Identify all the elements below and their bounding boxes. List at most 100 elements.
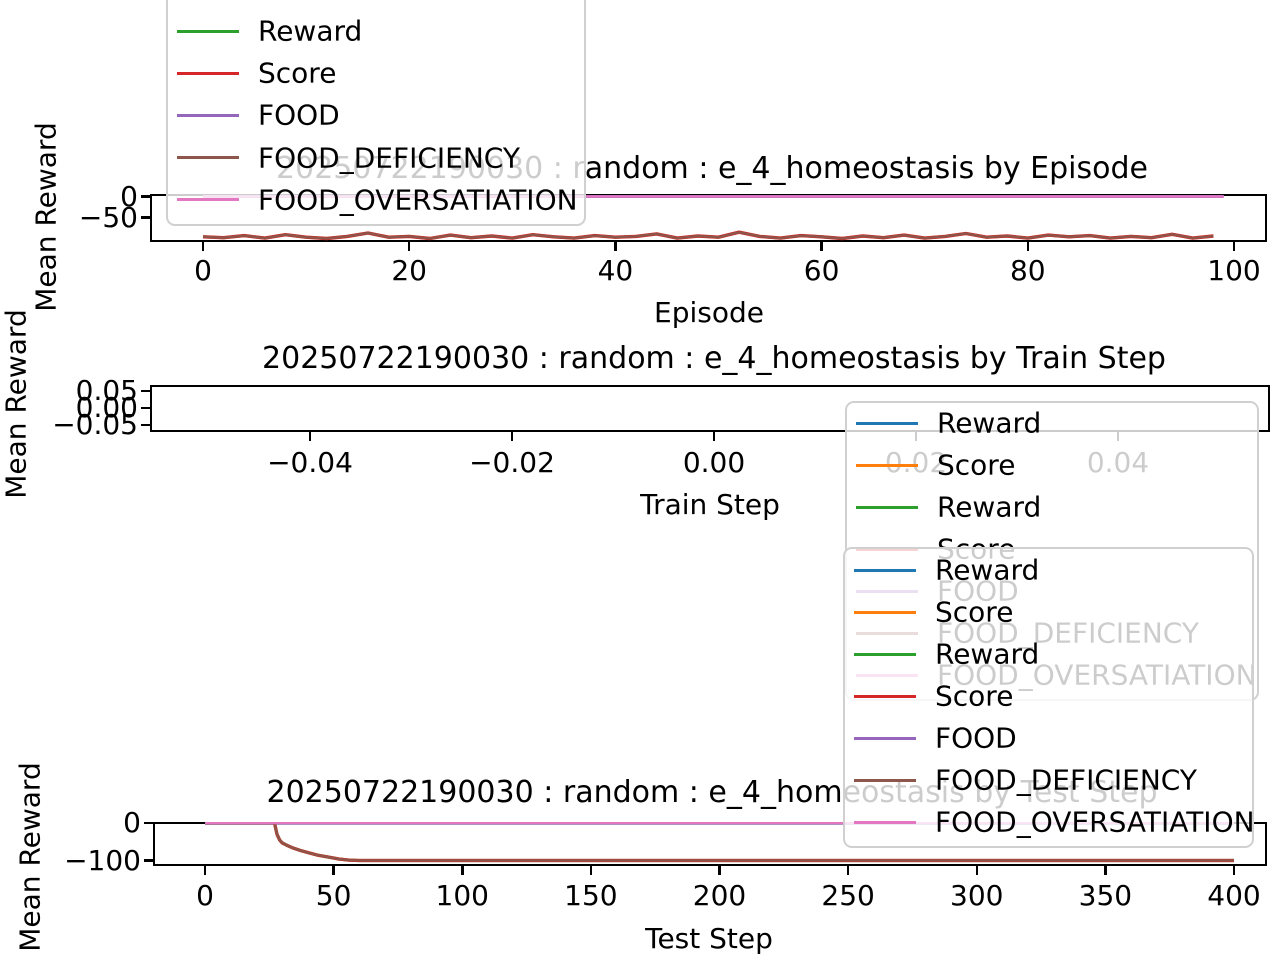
x-tick-label: 200 xyxy=(692,879,747,912)
x-tick-label: 150 xyxy=(564,879,618,912)
legend-swatch-orange xyxy=(854,610,916,614)
y-tick-mark xyxy=(144,859,153,862)
legend-entry-label: FOOD_OVERSATIATION xyxy=(935,805,1255,839)
legend-entry-label: FOOD_DEFICIENCY xyxy=(937,616,1199,650)
legend-swatch-purple xyxy=(856,589,918,593)
y-tick-mark xyxy=(144,821,153,825)
y-tick-label: 0.00 xyxy=(75,391,138,424)
series-line-food_deficiency xyxy=(202,231,1214,240)
x-tick-label: 20 xyxy=(391,254,428,287)
episode-plot-area xyxy=(150,194,1267,242)
test-step-legend: Reward Score Reward Score FOOD FOOD_DEFICIENC… xyxy=(843,547,1255,848)
x-tick-mark xyxy=(1232,866,1236,875)
legend-swatch-pink xyxy=(856,673,918,677)
x-tick-label: 300 xyxy=(950,879,1004,912)
train-step-plot-area xyxy=(150,385,1270,432)
legend-entry-label: FOOD_OVERSATIATION xyxy=(937,658,1257,692)
test-step-y-axis-label: Mean Reward xyxy=(13,762,47,952)
x-tick-mark xyxy=(914,432,918,441)
legend-swatch-brown xyxy=(177,156,239,160)
x-tick-label: 60 xyxy=(803,254,840,287)
x-tick-label: 400 xyxy=(1207,879,1261,912)
x-tick-mark xyxy=(589,866,593,875)
x-tick-label: −0.02 xyxy=(469,446,555,479)
legend-entry-label: Reward xyxy=(935,637,1040,671)
x-tick-mark xyxy=(1232,242,1236,251)
legend-swatch-brown xyxy=(856,631,918,635)
legend-swatch-purple xyxy=(854,736,916,740)
x-tick-label: 0.00 xyxy=(682,446,746,479)
legend-swatch-red xyxy=(854,694,916,698)
train-step-y-axis-label: Mean Reward xyxy=(0,309,33,499)
x-tick-mark xyxy=(975,866,978,875)
episode-chart-title: 20250722190030 : random : e_4_homeostasi… xyxy=(276,151,1148,186)
series-line-score xyxy=(202,230,1214,241)
legend-entry-label: Score xyxy=(935,595,1014,629)
legend-entry-label: FOOD xyxy=(935,721,1017,755)
episode-chart-lines xyxy=(202,195,1224,241)
legend-swatch-purple xyxy=(177,113,239,117)
series-line-reward xyxy=(202,230,1214,240)
legend-swatch-green xyxy=(854,652,916,656)
x-tick-label: 0 xyxy=(196,879,214,912)
y-tick-label: −100 xyxy=(64,843,141,877)
legend-entry-label: FOOD xyxy=(937,574,1019,608)
x-tick-label: 100 xyxy=(435,879,489,912)
legend-swatch-blue xyxy=(856,421,918,425)
x-tick-mark xyxy=(201,242,205,251)
y-tick-label: −50 xyxy=(78,200,138,234)
series-line-food_deficiency xyxy=(205,822,1234,862)
x-tick-label: 250 xyxy=(821,879,875,912)
legend-swatch-pink xyxy=(177,198,239,202)
legend-swatch-pink xyxy=(854,820,916,824)
legend-swatch-red xyxy=(856,547,918,551)
x-tick-mark xyxy=(820,242,823,251)
legend-entry-label: Reward xyxy=(258,14,363,48)
x-tick-label: 0.04 xyxy=(1086,446,1150,479)
test-step-chart-title: 20250722190030 : random : e_4_homeostasi… xyxy=(266,775,1158,810)
legend-entry-label: Reward xyxy=(937,406,1042,440)
y-tick-mark xyxy=(141,389,150,393)
x-tick-mark xyxy=(712,432,716,441)
episode-x-axis-label: Episode xyxy=(654,296,764,329)
train-step-chart-title: 20250722190030 : random : e_4_homeostasi… xyxy=(262,341,1166,376)
legend-swatch-brown xyxy=(854,778,916,782)
x-tick-mark xyxy=(1116,432,1120,441)
x-tick-label: 350 xyxy=(1078,879,1133,912)
y-tick-mark xyxy=(141,216,150,219)
train-step-legend: Reward Score Reward Score FOOD FOOD_DEFICIENC… xyxy=(845,401,1259,701)
y-tick-label: −0.05 xyxy=(52,408,138,441)
legend-swatch-green xyxy=(177,29,239,33)
x-tick-label: 80 xyxy=(1009,254,1046,287)
y-tick-mark xyxy=(141,195,150,198)
y-tick-mark xyxy=(141,423,150,427)
legend-entry-label: FOOD_DEFICIENCY xyxy=(935,763,1197,797)
x-tick-mark xyxy=(614,242,617,251)
test-step-plot-area xyxy=(153,822,1267,866)
series-line-score xyxy=(205,822,1234,863)
x-tick-label: 0.02 xyxy=(884,446,948,479)
y-tick-label: 0 xyxy=(120,179,138,213)
train-step-x-axis-label: Train Step xyxy=(640,488,780,521)
x-tick-mark xyxy=(407,242,411,251)
legend-entry-label: FOOD xyxy=(258,98,340,132)
test-step-x-axis-label: Test Step xyxy=(645,922,773,955)
legend-entry-label: Score xyxy=(937,532,1016,566)
x-tick-label: 100 xyxy=(1207,254,1261,287)
legend-swatch-green xyxy=(856,505,918,509)
legend-entry-label: Score xyxy=(937,448,1016,482)
test-step-chart-lines xyxy=(205,822,1234,863)
x-tick-mark xyxy=(332,866,335,875)
y-tick-label: 0 xyxy=(123,806,141,839)
legend-entry-label: Reward xyxy=(937,490,1042,524)
x-tick-mark xyxy=(203,866,207,875)
x-tick-label: 40 xyxy=(597,254,634,287)
y-tick-label: 0.05 xyxy=(75,374,138,407)
x-tick-mark xyxy=(1026,242,1030,251)
episode-legend: Reward Score FOOD FOOD_DEFICIENCY FOOD_OVERS… xyxy=(166,0,586,226)
legend-entry-label: Score xyxy=(935,679,1014,713)
legend-swatch-red xyxy=(177,71,239,75)
